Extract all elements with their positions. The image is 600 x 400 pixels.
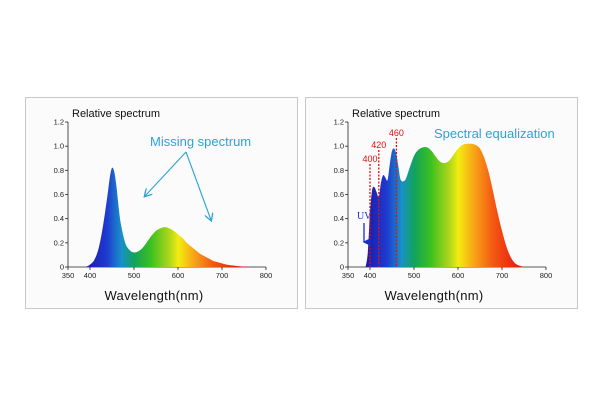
y-tick-label: 0 [340, 263, 344, 272]
x-tick-label: 700 [216, 271, 229, 280]
x-tick-label: 400 [84, 271, 97, 280]
y-tick-label: 1.0 [54, 142, 64, 151]
missing-spectrum-annotation: Missing spectrum [150, 134, 251, 149]
x-axis-label: Wavelength(nm) [384, 288, 483, 303]
chart-right: Relative spectrum 0 0.2 0.4 0.6 0.8 1.0 1.2 350 4… [334, 108, 555, 303]
wavelength-marker-label: 420 [371, 140, 386, 150]
wavelength-marker-label: 400 [362, 154, 377, 164]
x-tick-label: 350 [342, 271, 355, 280]
spectrum-area [365, 143, 524, 267]
x-axis-label: Wavelength(nm) [104, 288, 203, 303]
x-tick-label: 400 [364, 271, 377, 280]
x-tick-label: 800 [540, 271, 553, 280]
uv-label: UV [357, 211, 372, 222]
x-tick-label: 500 [408, 271, 421, 280]
chart-panel-left: Relative spectrum 0 0.2 0.4 0.6 0.8 1.0 1.2 350 4… [25, 97, 298, 309]
y-tick-label: 0.8 [54, 166, 64, 175]
annotation-arrow [145, 151, 187, 196]
y-tick-label: 0.2 [334, 238, 344, 247]
y-tick-label: 1.2 [334, 118, 344, 127]
chart-panel-right: Relative spectrum 0 0.2 0.4 0.6 0.8 1.0 1.2 350 4… [305, 97, 578, 309]
y-tick-label: 0.2 [54, 238, 64, 247]
x-tick-label: 800 [260, 271, 273, 280]
wavelength-marker-label: 460 [389, 128, 404, 138]
y-tick-label: 1.2 [54, 118, 64, 127]
y-tick-label: 0.4 [54, 214, 64, 223]
y-tick-label: 0 [60, 263, 64, 272]
annotation-arrow [185, 151, 211, 220]
y-tick-label: 0.4 [334, 214, 344, 223]
spectrum-area [85, 167, 258, 267]
chart-title: Relative spectrum [352, 108, 440, 120]
x-tick-label: 700 [496, 271, 509, 280]
y-tick-label: 1.0 [334, 142, 344, 151]
chart-left: Relative spectrum 0 0.2 0.4 0.6 0.8 1.0 1.2 350 4… [54, 108, 273, 303]
spectral-equalization-annotation: Spectral equalization [434, 126, 555, 141]
y-tick-label: 0.6 [334, 190, 344, 199]
y-tick-label: 0.6 [54, 190, 64, 199]
x-tick-label: 600 [172, 271, 185, 280]
x-tick-label: 600 [452, 271, 465, 280]
chart-title: Relative spectrum [72, 108, 160, 120]
y-tick-label: 0.8 [334, 166, 344, 175]
x-tick-label: 350 [62, 271, 75, 280]
x-tick-label: 500 [128, 271, 141, 280]
